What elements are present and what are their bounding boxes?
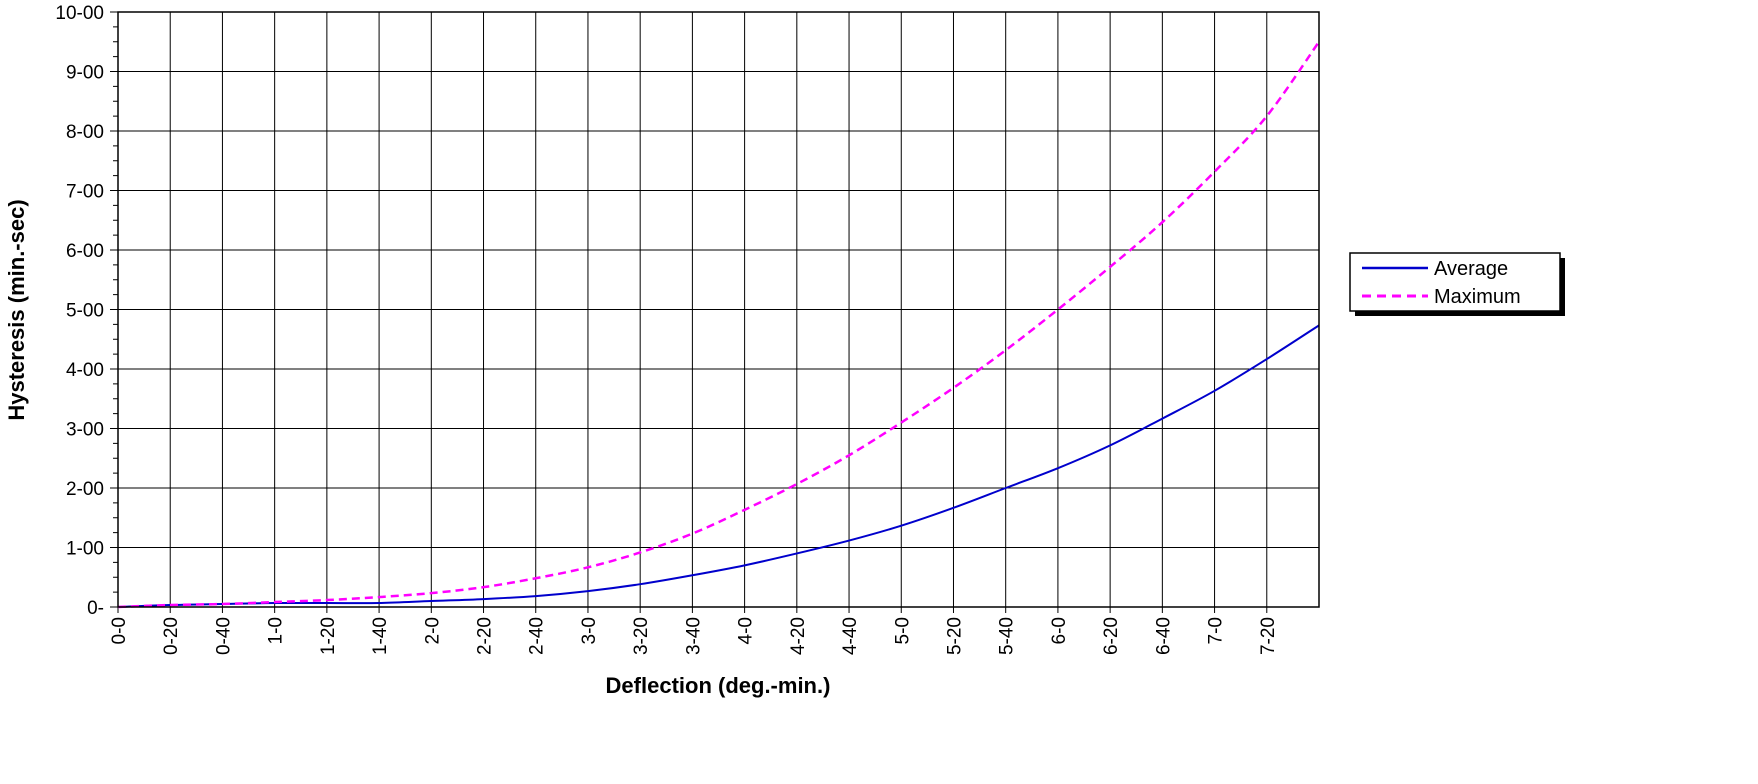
x-tick-label: 6-40 (1153, 617, 1174, 655)
x-tick-label: 3-0 (579, 617, 600, 644)
x-tick-label: 3-20 (631, 617, 652, 655)
x-tick-label: 2-40 (527, 617, 548, 655)
x-tick-label: 4-0 (736, 617, 757, 644)
legend-box (1349, 252, 1561, 312)
x-tick-label: 0-0 (109, 617, 130, 644)
x-tick-label: 4-40 (840, 617, 861, 655)
y-tick-label: 8-00 (66, 122, 104, 143)
series-line-average (117, 324, 1320, 608)
x-tick-label: 0-20 (161, 617, 182, 655)
series-line-maximum (117, 41, 1321, 609)
x-tick-label: 5-0 (892, 617, 913, 644)
y-tick-label: 6-00 (66, 241, 104, 262)
y-axis-label: Hysteresis (min.-sec) (4, 199, 29, 420)
x-tick-label: 2-0 (422, 617, 443, 644)
x-axis-label: Deflection (deg.-min.) (606, 673, 831, 698)
x-tick-label: 5-40 (997, 617, 1018, 655)
x-tick-label: 3-40 (683, 617, 704, 655)
x-tick-label: 4-20 (788, 617, 809, 655)
y-tick-label: 9-00 (66, 63, 104, 84)
y-tick-label: 2-00 (66, 479, 104, 500)
y-minor-ticks (113, 26, 118, 593)
y-tick-label: 4-00 (66, 360, 104, 381)
plot-area-border (117, 11, 1320, 608)
y-tick-label: 0- (87, 598, 104, 619)
y-tick-label: 7-00 (66, 182, 104, 203)
x-tick-label: 7-20 (1258, 617, 1279, 655)
x-tick-label: 2-20 (475, 617, 496, 655)
x-tick-label: 1-0 (266, 617, 287, 644)
y-tick-label: 3-00 (66, 420, 104, 441)
x-tick-label: 0-40 (213, 617, 234, 655)
legend: Average Maximum (1349, 252, 1565, 316)
y-tick-label: 5-00 (66, 301, 104, 322)
legend-label-average: Average (1434, 258, 1508, 280)
y-tick-label: 1-00 (66, 539, 104, 560)
x-tick-label: 7-0 (1206, 617, 1227, 644)
y-tick-labels: 0- 1-00 2-00 3-00 4-00 5-00 6-00 7-00 8-00 9-00 10… (55, 3, 104, 619)
y-tick-label: 10-00 (55, 3, 104, 24)
x-tick-label: 5-20 (944, 617, 965, 655)
series-layer (117, 41, 1321, 609)
x-tick-label: 6-0 (1049, 617, 1070, 644)
x-tick-label: 1-40 (370, 617, 391, 655)
x-tick-label: 6-20 (1101, 617, 1122, 655)
x-tick-labels: 0-0 0-20 0-40 1-0 1-20 1-40 2-0 2-20 2-40 3-0 3-20… (109, 617, 1279, 655)
x-tick-label: 1-20 (318, 617, 339, 655)
legend-label-maximum: Maximum (1434, 286, 1521, 308)
